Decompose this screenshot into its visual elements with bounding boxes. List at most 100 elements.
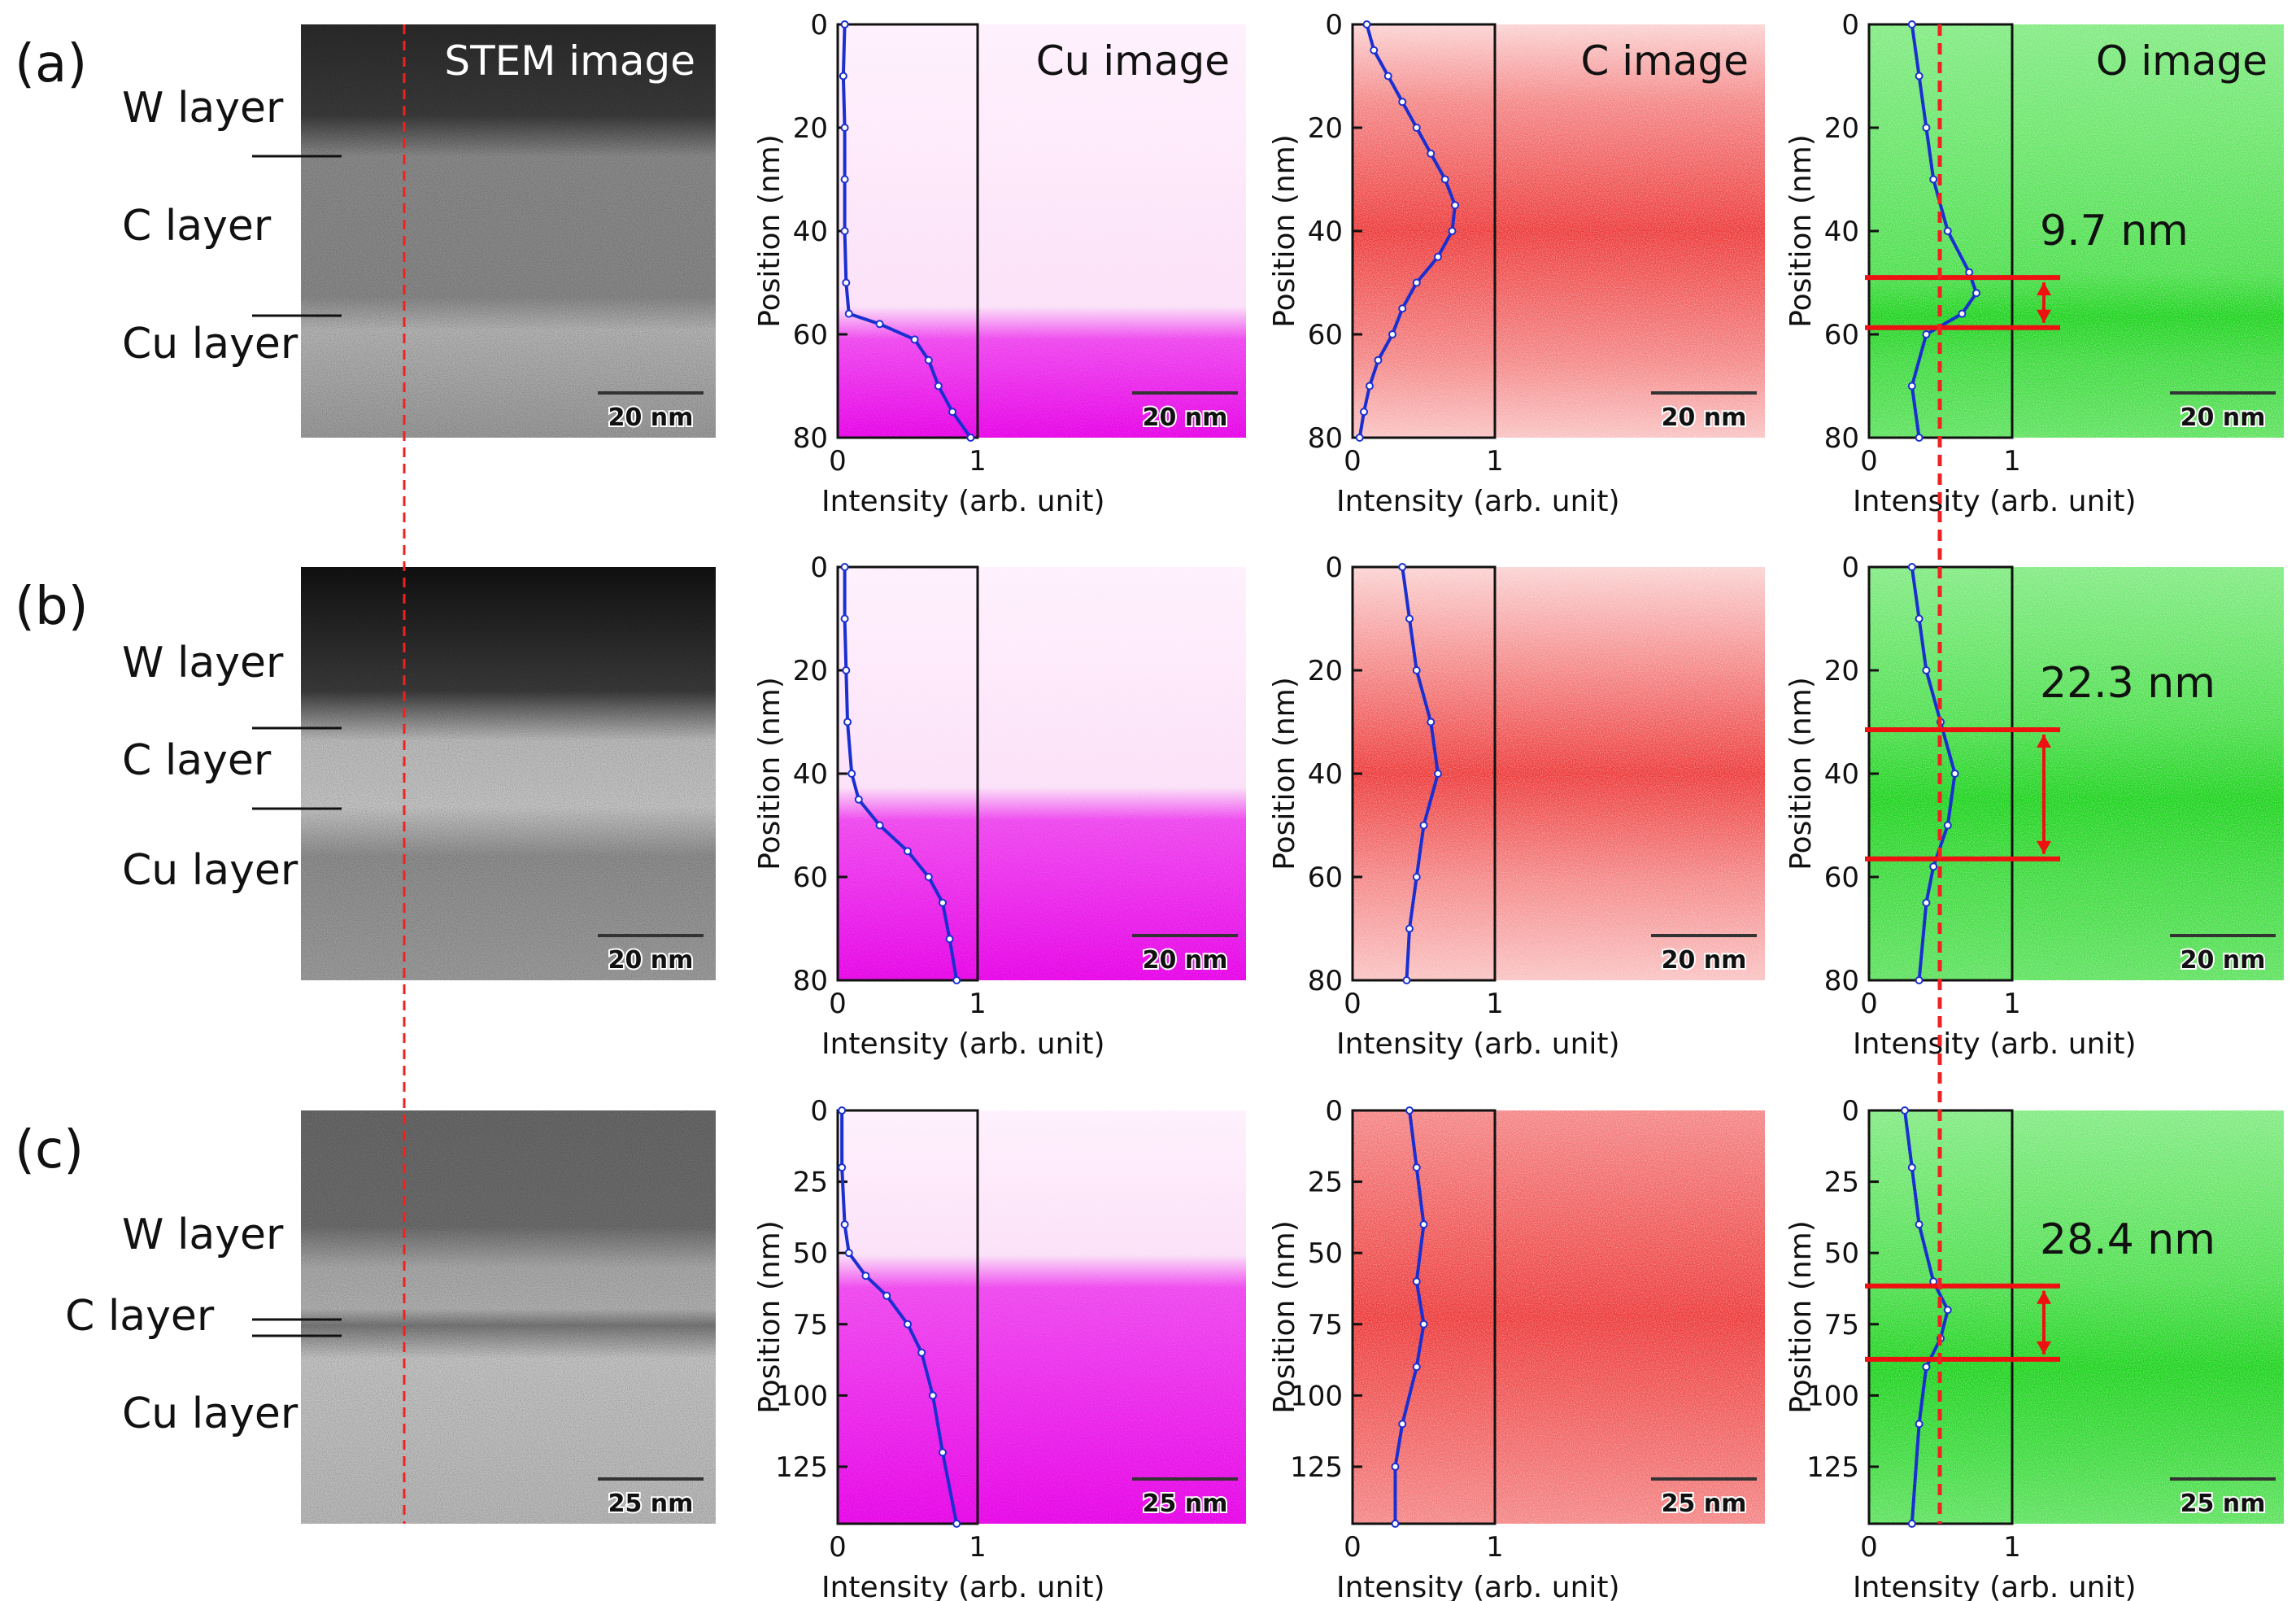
y-tick-label: 0	[810, 9, 828, 41]
o-profile-point	[1943, 1306, 1952, 1315]
y-tick-label: 40	[1308, 758, 1343, 791]
cu-profile-point	[882, 1291, 891, 1300]
o-profile-point	[1907, 1520, 1916, 1528]
c-profile-point	[1412, 1277, 1421, 1286]
y-tick-label: 0	[1325, 1095, 1343, 1128]
o-profile-point	[1922, 330, 1931, 338]
cu-profile-point	[924, 356, 933, 364]
o-profile-point	[1922, 898, 1931, 907]
y-tick-label: 0	[810, 1095, 828, 1128]
c-profile-point	[1405, 924, 1414, 933]
o-map-noise	[1869, 1110, 2284, 1524]
x-tick-label: 0	[829, 988, 847, 1020]
cu-profile-point	[839, 72, 847, 81]
cu-profile-point	[934, 382, 943, 390]
layer-label: C layer	[122, 736, 272, 785]
cu-profile-point	[840, 614, 849, 623]
o-profile-point	[1958, 309, 1967, 318]
y-tick-label: 20	[1824, 655, 1859, 687]
c-plot-frame	[1351, 1109, 1497, 1525]
thickness-arrow-head	[2037, 1290, 2051, 1304]
c-profile-point	[1398, 563, 1407, 571]
y-tick-label: 40	[793, 758, 828, 791]
x-tick-label: 1	[2003, 445, 2021, 478]
stem-title: STEM image	[444, 37, 695, 85]
x-axis-label: Intensity (arb. unit)	[1336, 1571, 1620, 1601]
y-tick-label: 20	[1308, 112, 1343, 145]
y-tick-label: 80	[1308, 965, 1343, 997]
c-profile-point	[1448, 227, 1457, 235]
x-tick-label: 0	[1344, 988, 1361, 1020]
y-tick-label: 40	[793, 216, 828, 248]
c-profile-point	[1412, 124, 1421, 132]
cu-profile-point	[842, 278, 851, 287]
cu-profile-point	[840, 124, 849, 132]
c-map-noise	[1353, 24, 1765, 438]
y-tick-label: 60	[1308, 862, 1343, 894]
o-profile-point	[1922, 666, 1931, 674]
x-axis-label: Intensity (arb. unit)	[1336, 1027, 1620, 1061]
y-tick-label: 0	[1841, 1095, 1859, 1128]
x-tick-label: 1	[2003, 1531, 2021, 1564]
o-map-noise	[1869, 567, 2284, 980]
o-profile-point	[1922, 1363, 1931, 1372]
x-axis-label: Intensity (arb. unit)	[1853, 1027, 2137, 1061]
layer-label: C layer	[65, 1292, 215, 1341]
cu-profile-point	[904, 847, 912, 856]
y-tick-label: 60	[793, 862, 828, 894]
thickness-arrow-head	[2037, 735, 2051, 748]
stem-scale-bar-label: 20 nm	[608, 946, 694, 975]
y-axis-label: Position (nm)	[1268, 677, 1301, 870]
o-profile-point	[1907, 1163, 1916, 1172]
cu-profile-point	[861, 1272, 870, 1280]
y-axis-label: Position (nm)	[1784, 677, 1818, 870]
layer-label: Cu layer	[122, 1389, 298, 1438]
c-scale-bar-label: 20 nm	[1662, 946, 1747, 975]
y-axis-label: Position (nm)	[1268, 1220, 1301, 1414]
layer-label: C layer	[122, 202, 272, 251]
cu-scale-bar-label: 20 nm	[1143, 946, 1228, 975]
x-tick-label: 1	[969, 1531, 987, 1564]
c-scale-bar-label: 20 nm	[1662, 404, 1747, 432]
layer-label: W layer	[122, 1211, 284, 1259]
o-profile-point	[1943, 227, 1952, 235]
o-profile-point	[1915, 1420, 1923, 1429]
y-axis-label: Position (nm)	[753, 677, 786, 870]
x-tick-label: 0	[1344, 445, 1361, 478]
stem-noise	[301, 24, 716, 438]
c-profile-point	[1405, 614, 1414, 623]
x-tick-label: 1	[969, 445, 987, 478]
x-axis-label: Intensity (arb. unit)	[821, 485, 1105, 518]
y-axis-label: Position (nm)	[1784, 134, 1818, 328]
o-scale-bar-label: 25 nm	[2181, 1490, 2266, 1518]
c-map-noise	[1353, 567, 1765, 980]
o-profile-point	[1915, 976, 1923, 984]
c-profile-point	[1391, 1520, 1400, 1528]
c-profile-point	[1402, 976, 1411, 984]
cu-profile-point	[875, 821, 884, 830]
cu-profile-point	[840, 1220, 849, 1229]
c-profile-point	[1366, 382, 1374, 390]
y-tick-label: 0	[1841, 9, 1859, 41]
o-profile-point	[1965, 268, 1974, 277]
y-tick-label: 50	[1308, 1237, 1343, 1270]
cu-profile-point	[966, 434, 975, 442]
thickness-annotation: 9.7 nm	[2040, 207, 2189, 255]
y-tick-label: 25	[1308, 1167, 1343, 1199]
y-tick-label: 40	[1824, 758, 1859, 791]
c-profile-point	[1370, 46, 1379, 55]
cu-profile-point	[948, 408, 957, 417]
y-tick-label: 60	[1824, 862, 1859, 894]
c-profile-point	[1440, 175, 1449, 184]
y-tick-label: 60	[793, 319, 828, 351]
y-tick-label: 20	[793, 655, 828, 687]
o-title: O image	[2096, 37, 2268, 85]
stem-scale-bar-label: 20 nm	[608, 404, 694, 432]
c-profile-point	[1391, 1462, 1400, 1471]
y-axis-label: Position (nm)	[753, 1220, 786, 1414]
c-profile-point	[1412, 666, 1421, 674]
y-tick-label: 50	[1824, 1237, 1859, 1270]
stem-scale-bar-label: 25 nm	[608, 1490, 694, 1518]
x-tick-label: 0	[1860, 1531, 1878, 1564]
